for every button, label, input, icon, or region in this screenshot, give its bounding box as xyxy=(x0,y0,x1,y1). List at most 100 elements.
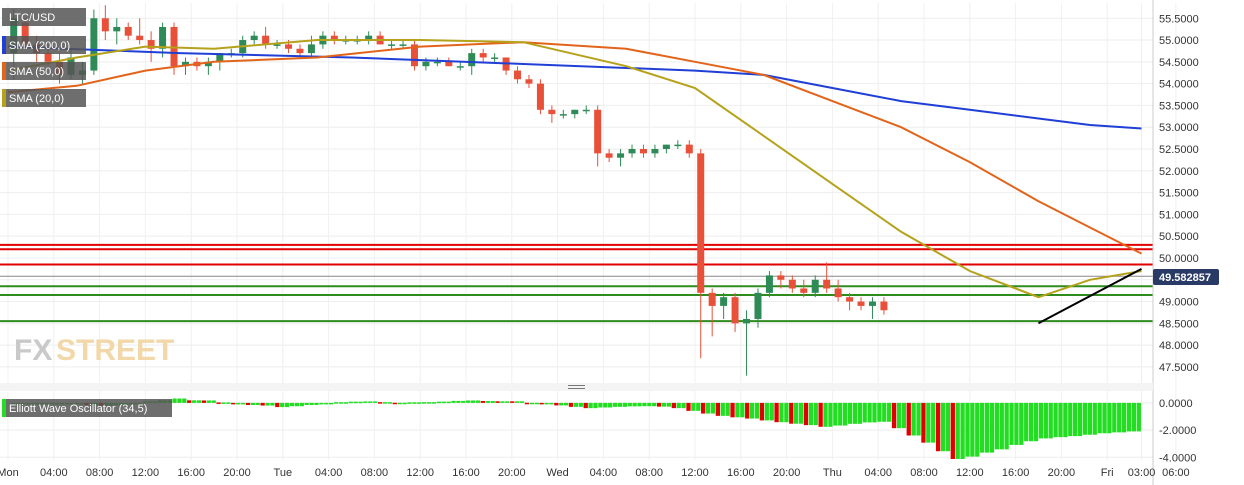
osc-y-tick-label: -4.0000 xyxy=(1159,452,1196,464)
osc-bar xyxy=(289,402,295,407)
osc-bar xyxy=(798,402,804,424)
y-tick-label: 50.0000 xyxy=(1159,253,1199,265)
osc-bar xyxy=(1126,402,1132,432)
candle-down xyxy=(823,279,831,289)
candle-down xyxy=(788,279,796,289)
osc-bar xyxy=(789,402,794,424)
osc-bar xyxy=(422,402,427,404)
osc-bar xyxy=(1043,402,1048,439)
osc-bar xyxy=(612,402,618,407)
osc-bar xyxy=(637,402,642,407)
osc-bar xyxy=(720,402,725,416)
candle-up xyxy=(388,44,396,46)
osc-bar xyxy=(1121,402,1127,433)
osc-bar xyxy=(456,400,461,403)
candle-up xyxy=(422,61,430,67)
candle-down xyxy=(514,70,522,80)
osc-bar xyxy=(441,401,446,404)
osc-bar xyxy=(196,400,202,403)
legend-item-label: SMA (200,0) xyxy=(9,40,70,52)
osc-bar xyxy=(847,402,853,424)
legend-color-swatch xyxy=(2,89,6,107)
candle-down xyxy=(124,26,132,36)
osc-bar xyxy=(245,402,251,405)
panel-splitter[interactable] xyxy=(0,383,1153,391)
osc-bar xyxy=(666,402,672,407)
y-axis: 55.5000 55.0000 54.5000 54.0000 53.5000 53.00… xyxy=(1152,0,1199,485)
osc-bar xyxy=(510,401,515,403)
osc-bar xyxy=(353,401,358,404)
osc-bar xyxy=(495,401,500,403)
osc-bar xyxy=(945,402,951,452)
osc-bar xyxy=(338,402,344,404)
y-tick-label: 55.5000 xyxy=(1159,13,1199,25)
osc-bar xyxy=(583,402,588,409)
fxstreet-logo: FX STREET xyxy=(14,334,174,367)
osc-bar xyxy=(774,402,779,423)
candle-down xyxy=(834,288,842,298)
osc-bar xyxy=(999,402,1004,450)
osc-bar xyxy=(377,402,383,404)
candle-up xyxy=(571,109,579,115)
osc-bar xyxy=(1004,402,1009,450)
osc-legend-swatch xyxy=(2,399,6,417)
osc-bar xyxy=(940,402,946,452)
osc-bar xyxy=(387,402,393,404)
candle-down xyxy=(330,35,338,41)
x-tick-label: 03:00 xyxy=(1128,467,1156,479)
osc-bar xyxy=(426,402,432,404)
osc-bar xyxy=(505,401,510,403)
osc-bar xyxy=(671,402,676,409)
osc-bar xyxy=(451,400,456,403)
osc-bar xyxy=(206,400,211,403)
candle-up xyxy=(113,26,121,32)
x-tick-label: 06:00 xyxy=(1162,467,1190,479)
osc-bar xyxy=(304,402,309,405)
osc-bar xyxy=(935,402,941,452)
osc-bar xyxy=(842,402,848,426)
osc-bar xyxy=(270,402,275,406)
osc-legend-bg xyxy=(2,399,172,417)
osc-bar xyxy=(1053,402,1058,438)
osc-bar xyxy=(329,402,334,405)
osc-bar xyxy=(896,402,902,429)
osc-bar xyxy=(598,402,603,408)
y-tick-label: 55.0000 xyxy=(1159,35,1199,47)
legend-item-label: SMA (20,0) xyxy=(9,93,64,105)
osc-bar xyxy=(984,402,990,453)
osc-bar xyxy=(862,402,867,423)
osc-bar xyxy=(1136,402,1141,432)
osc-bar xyxy=(1038,402,1044,439)
y-tick-label: 51.5000 xyxy=(1159,188,1199,200)
osc-bar xyxy=(877,402,882,422)
candle-up xyxy=(90,18,98,71)
legend-item-bg xyxy=(2,36,86,54)
candle-up xyxy=(754,292,762,319)
legend-color-swatch xyxy=(2,62,6,80)
osc-bar xyxy=(921,402,926,443)
osc-bar xyxy=(740,402,745,418)
candle-up xyxy=(250,35,258,41)
osc-bar xyxy=(446,401,451,404)
moving-averages xyxy=(7,39,1142,325)
candle-down xyxy=(708,292,716,306)
candle-down xyxy=(846,297,854,302)
osc-bar xyxy=(696,402,701,411)
x-tick-label: Tue xyxy=(274,467,293,479)
y-tick-label: 54.0000 xyxy=(1159,79,1199,91)
candle-up xyxy=(307,44,315,54)
y-tick-label: 48.5000 xyxy=(1159,318,1199,330)
osc-bar xyxy=(314,402,319,405)
osc-bar xyxy=(412,402,417,404)
osc-bar xyxy=(402,402,407,405)
oscillator-panel xyxy=(10,398,1141,459)
osc-bar xyxy=(1048,402,1053,439)
logo-street-text: STREET xyxy=(56,334,174,367)
osc-bar xyxy=(201,400,207,403)
osc-bar xyxy=(1082,402,1088,435)
sma-20-line xyxy=(7,39,1142,299)
sma-50-line xyxy=(7,41,1142,255)
x-tick-label: 20:00 xyxy=(1048,467,1076,479)
osc-bar xyxy=(828,402,833,427)
